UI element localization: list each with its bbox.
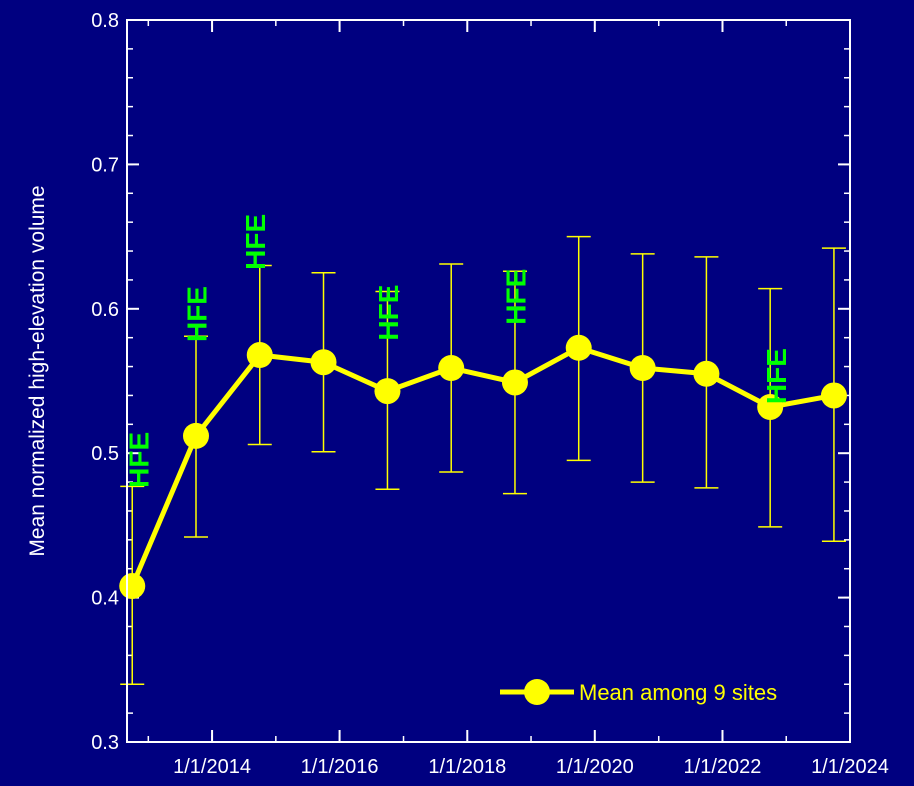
data-point: [501, 369, 528, 396]
y-tick-label: 0.5: [91, 443, 119, 465]
tick-labels: 0.3 0.4 0.5 0.6 0.7 0.8 1/1/2014 1/1/2016 1/1/20…: [91, 10, 889, 778]
y-tick-label: 0.7: [91, 154, 119, 176]
data-point: [438, 355, 465, 382]
hfe-annotation: HFE: [240, 214, 271, 270]
hfe-annotation: HFE: [373, 285, 404, 341]
data-point: [629, 355, 656, 382]
data-point: [182, 422, 209, 449]
x-tick-label: 1/1/2014: [173, 756, 251, 778]
legend-marker: [524, 679, 550, 705]
hfe-annotation: HFE: [182, 286, 213, 342]
legend: Mean among 9 sites: [500, 679, 777, 705]
annotations: HFE HFE HFE HFE HFE HFE: [123, 214, 792, 488]
hfe-annotation: HFE: [501, 269, 532, 325]
series-points: [119, 334, 847, 600]
y-tick-label: 0.3: [91, 732, 119, 754]
plot-frame: [126, 19, 851, 743]
data-point: [119, 573, 146, 600]
hfe-annotation: HFE: [123, 432, 154, 488]
data-point: [565, 334, 592, 361]
data-point: [374, 378, 401, 405]
data-point: [246, 342, 273, 369]
data-point: [757, 393, 784, 420]
y-tick-label: 0.4: [91, 588, 119, 610]
x-tick-label: 1/1/2016: [301, 756, 379, 778]
x-tick-label: 1/1/2020: [556, 756, 634, 778]
data-point: [820, 382, 847, 409]
y-axis-label: Mean normalized high-elevation volume: [26, 185, 49, 556]
hfe-annotation: HFE: [761, 348, 792, 404]
y-tick-label: 0.8: [91, 10, 119, 32]
x-tick-label: 1/1/2022: [684, 756, 762, 778]
data-point: [310, 349, 337, 376]
y-tick-label: 0.6: [91, 299, 119, 321]
x-tick-label: 1/1/2018: [428, 756, 506, 778]
data-point: [693, 360, 720, 387]
x-tick-label: 1/1/2024: [811, 756, 889, 778]
legend-label: Mean among 9 sites: [579, 680, 777, 705]
